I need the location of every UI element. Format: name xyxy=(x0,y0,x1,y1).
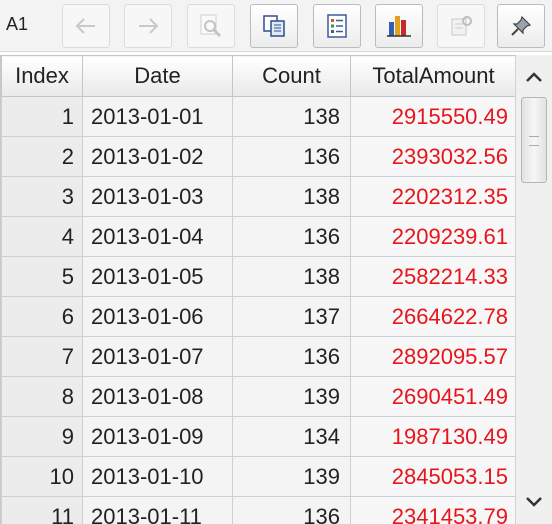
index-cell[interactable]: 5 xyxy=(1,256,83,297)
column-header-totalamount[interactable]: TotalAmount xyxy=(350,55,515,97)
table-row[interactable]: 10 2013-01-10 139 2845053.15 xyxy=(1,456,515,497)
arrow-right-icon xyxy=(139,18,159,34)
list-icon xyxy=(327,14,347,38)
results-table: Index Date Count TotalAmount 1 2013-01-0… xyxy=(1,55,515,524)
totalamount-cell[interactable]: 2393032.56 xyxy=(350,136,515,177)
vertical-scrollbar[interactable] xyxy=(515,55,552,524)
index-cell[interactable]: 11 xyxy=(1,496,83,524)
index-cell[interactable]: 6 xyxy=(1,296,83,337)
settings-button[interactable] xyxy=(437,4,485,48)
totalamount-cell[interactable]: 1987130.49 xyxy=(350,416,515,457)
bar-chart-icon xyxy=(387,16,411,37)
count-cell[interactable]: 136 xyxy=(232,496,351,524)
totalamount-cell[interactable]: 2892095.57 xyxy=(350,336,515,377)
table-row[interactable]: 8 2013-01-08 139 2690451.49 xyxy=(1,376,515,417)
cell-reference: A1 xyxy=(6,14,29,34)
date-cell[interactable]: 2013-01-02 xyxy=(82,136,233,177)
copy-button[interactable] xyxy=(250,4,298,48)
copy-icon xyxy=(263,15,285,37)
totalamount-cell[interactable]: 2664622.78 xyxy=(350,296,515,337)
table-row[interactable]: 3 2013-01-03 138 2202312.35 xyxy=(1,176,515,217)
count-cell[interactable]: 137 xyxy=(232,296,351,337)
column-header-date[interactable]: Date xyxy=(82,55,233,97)
totalamount-cell[interactable]: 2845053.15 xyxy=(350,456,515,497)
date-cell[interactable]: 2013-01-11 xyxy=(82,496,233,524)
count-cell[interactable]: 136 xyxy=(232,336,351,377)
arrow-left-icon xyxy=(75,18,95,34)
totalamount-cell[interactable]: 2915550.49 xyxy=(350,96,515,137)
totalamount-cell[interactable]: 2582214.33 xyxy=(350,256,515,297)
pin-icon xyxy=(511,15,532,36)
count-cell[interactable]: 138 xyxy=(232,96,351,137)
index-cell[interactable]: 2 xyxy=(1,136,83,177)
table-row[interactable]: 2 2013-01-02 136 2393032.56 xyxy=(1,136,515,177)
forward-button[interactable] xyxy=(124,4,172,48)
pin-button[interactable] xyxy=(497,4,545,48)
index-cell[interactable]: 7 xyxy=(1,336,83,377)
index-cell[interactable]: 1 xyxy=(1,96,83,137)
count-cell[interactable]: 139 xyxy=(232,456,351,497)
magnifier-icon xyxy=(200,14,222,38)
date-cell[interactable]: 2013-01-04 xyxy=(82,216,233,257)
header-row: Index Date Count TotalAmount xyxy=(1,55,515,97)
count-cell[interactable]: 134 xyxy=(232,416,351,457)
index-cell[interactable]: 9 xyxy=(1,416,83,457)
list-button[interactable] xyxy=(313,4,361,48)
totalamount-cell[interactable]: 2202312.35 xyxy=(350,176,515,217)
date-cell[interactable]: 2013-01-07 xyxy=(82,336,233,377)
index-cell[interactable]: 8 xyxy=(1,376,83,417)
totalamount-cell[interactable]: 2341453.79 xyxy=(350,496,515,524)
count-cell[interactable]: 138 xyxy=(232,256,351,297)
count-cell[interactable]: 136 xyxy=(232,136,351,177)
chart-button[interactable] xyxy=(375,4,423,48)
scroll-up-button[interactable] xyxy=(519,61,549,93)
table-row[interactable]: 1 2013-01-01 138 2915550.49 xyxy=(1,96,515,137)
data-grid[interactable]: Index Date Count TotalAmount 1 2013-01-0… xyxy=(0,55,515,524)
date-cell[interactable]: 2013-01-01 xyxy=(82,96,233,137)
date-cell[interactable]: 2013-01-03 xyxy=(82,176,233,217)
date-cell[interactable]: 2013-01-06 xyxy=(82,296,233,337)
table-row[interactable]: 6 2013-01-06 137 2664622.78 xyxy=(1,296,515,337)
table-row[interactable]: 4 2013-01-04 136 2209239.61 xyxy=(1,216,515,257)
index-cell[interactable]: 10 xyxy=(1,456,83,497)
column-header-count[interactable]: Count xyxy=(232,55,351,97)
scrollbar-thumb[interactable] xyxy=(521,97,547,183)
toolbar: A1 xyxy=(0,0,552,52)
date-cell[interactable]: 2013-01-09 xyxy=(82,416,233,457)
column-header-index[interactable]: Index xyxy=(1,55,83,97)
date-cell[interactable]: 2013-01-10 xyxy=(82,456,233,497)
date-cell[interactable]: 2013-01-05 xyxy=(82,256,233,297)
chevron-down-icon xyxy=(526,497,542,507)
date-cell[interactable]: 2013-01-08 xyxy=(82,376,233,417)
table-row[interactable]: 9 2013-01-09 134 1987130.49 xyxy=(1,416,515,457)
table-row[interactable]: 7 2013-01-07 136 2892095.57 xyxy=(1,336,515,377)
count-cell[interactable]: 138 xyxy=(232,176,351,217)
table-row[interactable]: 11 2013-01-11 136 2341453.79 xyxy=(1,496,515,524)
count-cell[interactable]: 136 xyxy=(232,216,351,257)
index-cell[interactable]: 4 xyxy=(1,216,83,257)
count-cell[interactable]: 139 xyxy=(232,376,351,417)
settings-icon xyxy=(451,16,472,36)
totalamount-cell[interactable]: 2690451.49 xyxy=(350,376,515,417)
chevron-up-icon xyxy=(526,72,542,82)
zoom-button[interactable] xyxy=(187,4,235,48)
index-cell[interactable]: 3 xyxy=(1,176,83,217)
back-button[interactable] xyxy=(62,4,110,48)
scroll-down-button[interactable] xyxy=(519,486,549,518)
totalamount-cell[interactable]: 2209239.61 xyxy=(350,216,515,257)
table-row[interactable]: 5 2013-01-05 138 2582214.33 xyxy=(1,256,515,297)
